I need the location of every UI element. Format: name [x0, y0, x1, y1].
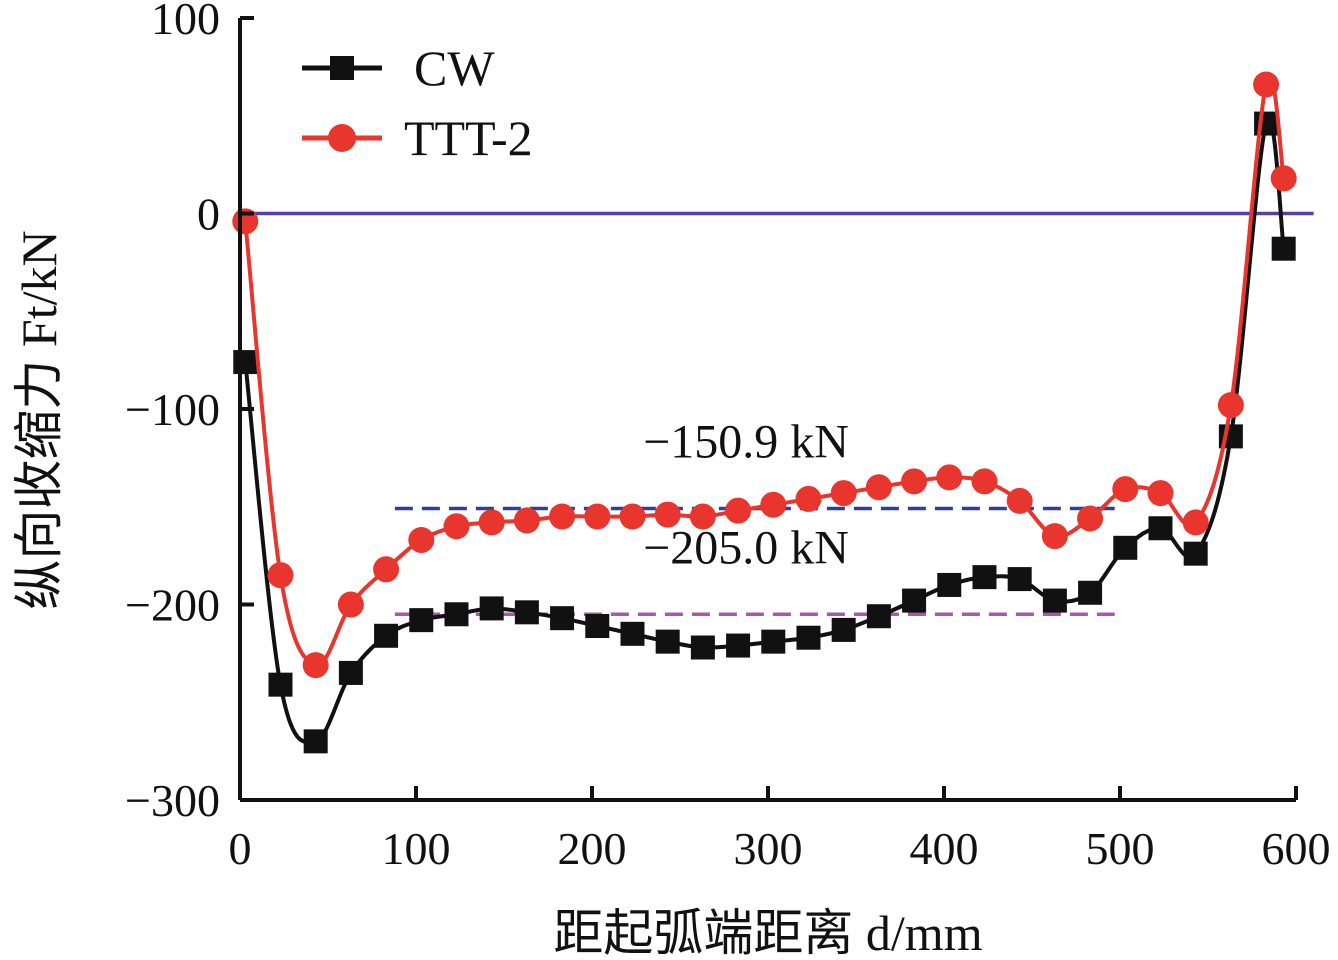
data-point-cw [655, 629, 680, 654]
data-point-ttt-2 [373, 556, 400, 583]
data-point-ttt-2 [1182, 509, 1209, 536]
data-point-cw [1007, 567, 1032, 592]
data-point-ttt-2 [478, 509, 505, 536]
data-point-ttt-2 [549, 503, 576, 530]
legend-label-ttt-2: TTT-2 [404, 110, 533, 166]
data-point-cw [585, 614, 610, 639]
axes [238, 16, 1298, 802]
y-tick-label: 100 [151, 0, 220, 44]
data-point-cw [796, 625, 821, 650]
data-point-cw [303, 729, 328, 754]
annotation-label-2: −205.0 kN [643, 521, 849, 574]
x-tick-label: 400 [910, 823, 979, 874]
data-point-ttt-2 [1041, 523, 1068, 550]
data-point-ttt-2 [971, 468, 998, 495]
y-tick-label: −300 [125, 775, 220, 826]
data-point-ttt-2 [760, 491, 787, 518]
data-point-cw [514, 600, 539, 625]
data-point-cw [690, 635, 715, 660]
data-point-cw [479, 596, 504, 621]
data-point-ttt-2 [1147, 480, 1174, 507]
series-layer [232, 71, 1297, 754]
x-tick-label: 300 [734, 823, 803, 874]
data-point-cw [1271, 236, 1296, 261]
x-tick-label: 500 [1086, 823, 1155, 874]
legend-marker-ttt-2 [328, 124, 356, 152]
x-tick-label: 600 [1262, 823, 1331, 874]
legend-label-cw: CW [414, 40, 495, 96]
data-point-cw [374, 623, 399, 648]
y-tick-label: −200 [125, 580, 220, 631]
data-point-ttt-2 [1006, 487, 1033, 514]
legend-marker-cw [330, 56, 354, 80]
series-line-ttt-2 [243, 74, 1286, 668]
data-point-cw [1078, 580, 1103, 605]
axis-titles: 距起弧端距离 d/mm 纵向收缩力 Ft/kN [11, 230, 983, 960]
data-point-ttt-2 [443, 513, 470, 540]
data-point-ttt-2 [267, 562, 294, 589]
data-point-cw [409, 608, 434, 633]
data-point-ttt-2 [619, 503, 646, 530]
data-point-ttt-2 [1077, 505, 1104, 532]
data-point-ttt-2 [654, 501, 681, 528]
data-point-ttt-2 [1270, 165, 1297, 192]
legend: CW TTT-2 [302, 40, 533, 166]
data-point-ttt-2 [689, 503, 716, 530]
data-point-cw [937, 572, 962, 597]
data-point-cw [1183, 541, 1208, 566]
data-point-ttt-2 [936, 464, 963, 491]
data-point-ttt-2 [408, 526, 435, 553]
data-point-cw [550, 606, 575, 631]
data-point-cw [866, 604, 891, 629]
data-point-ttt-2 [584, 503, 611, 530]
data-point-cw [444, 602, 469, 627]
data-point-ttt-2 [865, 474, 892, 501]
data-point-cw [1148, 516, 1173, 541]
x-tick-label: 100 [382, 823, 451, 874]
data-point-ttt-2 [513, 507, 540, 534]
data-point-ttt-2 [725, 497, 752, 524]
data-point-cw [761, 629, 786, 654]
data-point-cw [902, 588, 927, 613]
data-point-ttt-2 [901, 468, 928, 495]
data-point-cw [726, 633, 751, 658]
x-tick-label: 0 [229, 823, 252, 874]
x-tick-label: 200 [558, 823, 627, 874]
data-point-cw [972, 565, 997, 590]
data-point-ttt-2 [1217, 392, 1244, 419]
y-axis-title: 纵向收缩力 Ft/kN [11, 230, 67, 609]
data-point-cw [268, 672, 293, 697]
annotations: −150.9 kN −205.0 kN [643, 416, 849, 575]
data-point-ttt-2 [1112, 476, 1139, 503]
data-point-ttt-2 [302, 652, 329, 679]
data-point-cw [338, 660, 363, 685]
data-point-ttt-2 [337, 591, 364, 618]
annotation-label-1: −150.9 kN [643, 416, 849, 469]
data-point-cw [233, 350, 258, 375]
data-point-ttt-2 [830, 480, 857, 507]
data-point-cw [1113, 535, 1138, 560]
data-point-cw [620, 621, 645, 646]
data-point-cw [1042, 588, 1067, 613]
data-point-cw [831, 617, 856, 642]
y-tick-label: −100 [125, 384, 220, 435]
data-point-ttt-2 [795, 485, 822, 512]
x-axis-title: 距起弧端距离 d/mm [553, 905, 982, 960]
data-point-ttt-2 [1253, 71, 1280, 98]
y-tick-label: 0 [197, 189, 220, 240]
